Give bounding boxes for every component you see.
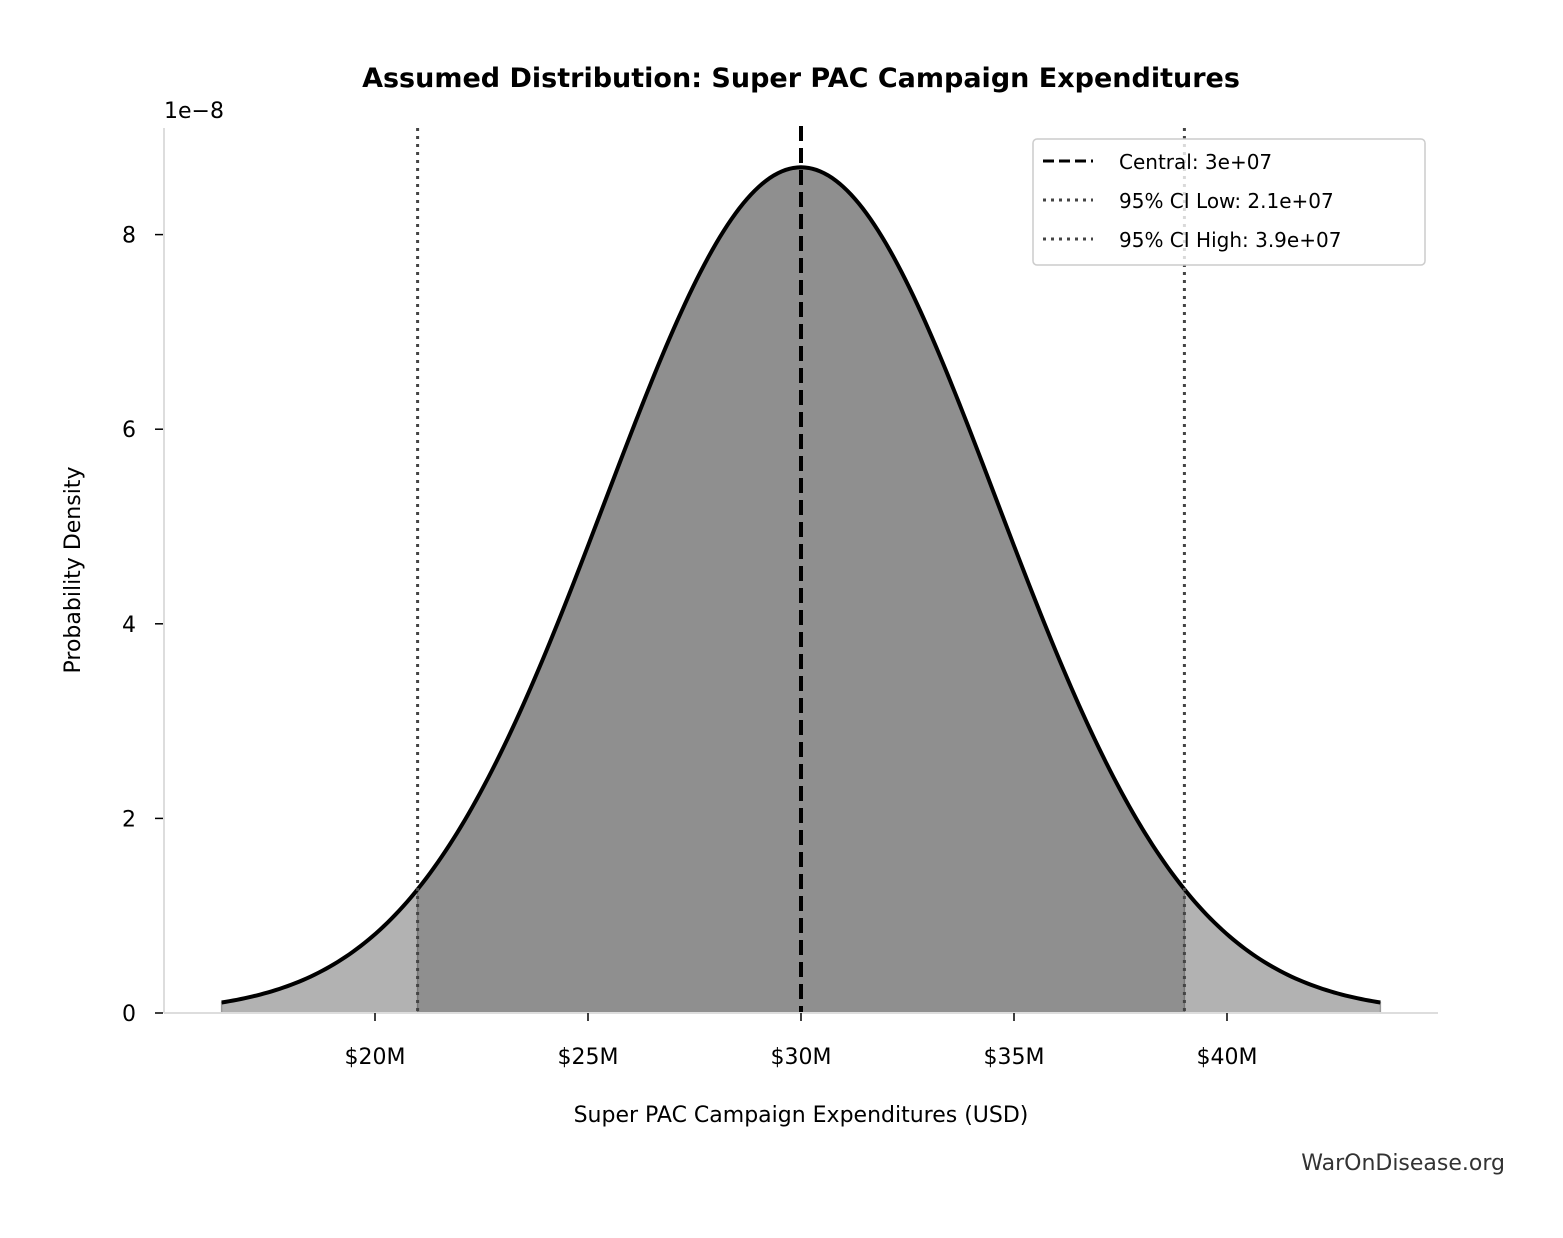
- legend-label-central: Central: 3e+07: [1119, 150, 1272, 174]
- legend-label-ci-low: 95% CI Low: 2.1e+07: [1119, 189, 1334, 213]
- y-tick-label: 4: [122, 613, 136, 638]
- y-tick-label: 2: [122, 807, 136, 832]
- x-tick-label: $25M: [558, 1045, 619, 1070]
- x-tick-label: $35M: [984, 1045, 1045, 1070]
- x-axis-label: Super PAC Campaign Expenditures (USD): [574, 1103, 1029, 1128]
- legend-box: [1032, 138, 1426, 266]
- legend-label-ci-high: 95% CI High: 3.9e+07: [1119, 228, 1341, 252]
- density-curve: [221, 165, 1381, 1005]
- y-tick-label: 0: [122, 1002, 136, 1027]
- y-offset-label: 1e−8: [164, 99, 224, 124]
- y-axis-label: Probability Density: [61, 467, 86, 674]
- x-tick-label: $40M: [1197, 1045, 1258, 1070]
- x-tick-label: $20M: [345, 1045, 406, 1070]
- legend: Central: 3e+07 95% CI Low: 2.1e+07 95% C…: [1032, 138, 1426, 266]
- y-tick-label: 8: [122, 224, 136, 249]
- watermark: WarOnDisease.org: [1301, 1151, 1505, 1176]
- chart-title: Assumed Distribution: Super PAC Campaign…: [362, 63, 1240, 94]
- y-tick-label: 6: [122, 418, 136, 443]
- x-tick-label: $30M: [771, 1045, 832, 1070]
